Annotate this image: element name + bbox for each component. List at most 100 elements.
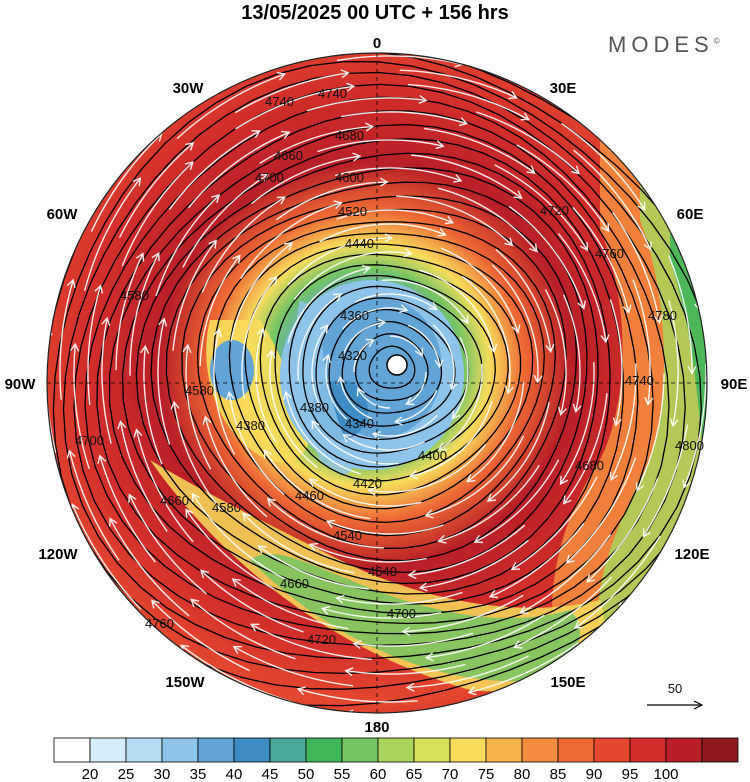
streamline [487,402,550,502]
streamline-arrowhead [403,248,413,258]
streamline [396,195,513,246]
streamline [432,324,455,390]
streamline [354,293,437,310]
streamline-arrowhead [586,573,596,583]
streamline [342,321,385,355]
streamline [357,387,391,409]
streamline-arrowhead [282,390,292,401]
streamline [452,336,469,419]
streamline [560,362,595,485]
streamline [285,392,361,475]
streamline [381,279,469,324]
colorbar-tick-label: 95 [622,766,639,782]
streamline-arrowhead [451,410,461,420]
streamline-arrowhead [579,241,589,252]
streamline [251,155,361,205]
contour-label: 4520 [338,204,367,219]
streamline-arrowhead [276,71,287,81]
streamline-arrowhead [117,420,127,430]
streamline [259,125,373,164]
streamline-arrowhead [700,231,707,241]
streamline [586,477,659,583]
colorbar-swatch [233,737,271,763]
reference-vector: 50 [647,681,704,710]
streamline [240,202,342,280]
streamline [201,196,286,293]
streamline-arrowhead [573,620,584,630]
streamline [561,122,646,211]
streamline-arrowhead [609,471,619,482]
streamline [319,223,446,243]
streamline [345,663,466,675]
streamline-arrowhead [488,589,499,599]
streamline-arrowhead [590,90,601,100]
streamline-arrowhead [365,122,375,132]
streamline-arrowhead [158,317,168,327]
colorbar-tick-label: 70 [442,766,459,782]
streamline-arrowhead [256,327,266,337]
streamline-arrowhead [66,449,76,459]
streamline [426,614,545,659]
height-contour [84,96,670,635]
streamline [297,688,418,703]
wind-streamlines [47,53,707,713]
streamline [267,498,384,549]
streamline [342,307,408,330]
streamline [408,524,526,576]
streamline [372,414,438,437]
streamline [275,181,388,221]
streamline [233,646,354,687]
streamline-arrowhead [283,242,294,251]
streamline [168,130,260,210]
height-contour [244,243,534,510]
streamline [407,655,529,689]
streamline [309,543,427,563]
streamline-arrowhead [361,264,372,274]
streamline-arrowhead [101,316,111,326]
streamline-arrowhead [434,359,444,369]
streamline-arrowhead [336,375,346,385]
streamline [411,154,522,199]
streamline [309,478,422,507]
streamline-arrowhead [418,582,428,592]
contour-label: 4380 [236,418,265,433]
streamline [199,255,241,367]
streamline [419,269,495,352]
streamline-arrowhead [474,53,484,58]
streamline-arrowhead [263,449,272,459]
contour-label: 4580 [120,288,149,303]
streamline-arrowhead [344,667,354,677]
streamline-arrowhead [643,241,652,251]
streamline [334,167,462,182]
streamline [668,300,679,427]
streamline [706,344,707,465]
streamline [405,371,427,405]
map-boundary [46,52,708,714]
height-contour [165,181,588,574]
streamline-arrowhead [653,314,663,324]
streamline [59,279,74,400]
streamline-arrowhead [333,200,343,210]
contour-labels: 4740 4740 4680 4660 4700 4600 4520 4440 … [75,86,704,647]
streamline [438,363,483,451]
streamline [83,177,141,291]
streamline [263,450,371,520]
streamline-arrowhead [213,328,223,338]
streamline [494,164,588,251]
logo-copyright-mark: © [713,36,720,46]
contour-label: 4680 [335,128,364,143]
streamline-arrowhead [424,652,434,662]
streamline-arrowhead [344,709,354,713]
longitude-labels: 0 30E 60E 90E 120E 150E 180 150W 120W 90… [5,35,748,736]
streamline [612,212,661,323]
streamline [511,476,598,570]
streamline-arrowhead [458,117,469,127]
streamline [234,72,349,114]
streamline-arrowhead [211,194,221,204]
streamline-arrowhead [150,599,160,609]
streamline [322,607,442,619]
contour-label: 4780 [648,308,677,323]
streamline [297,293,342,381]
colorbar-swatch [485,737,523,763]
colorbar-swatch [305,737,343,763]
